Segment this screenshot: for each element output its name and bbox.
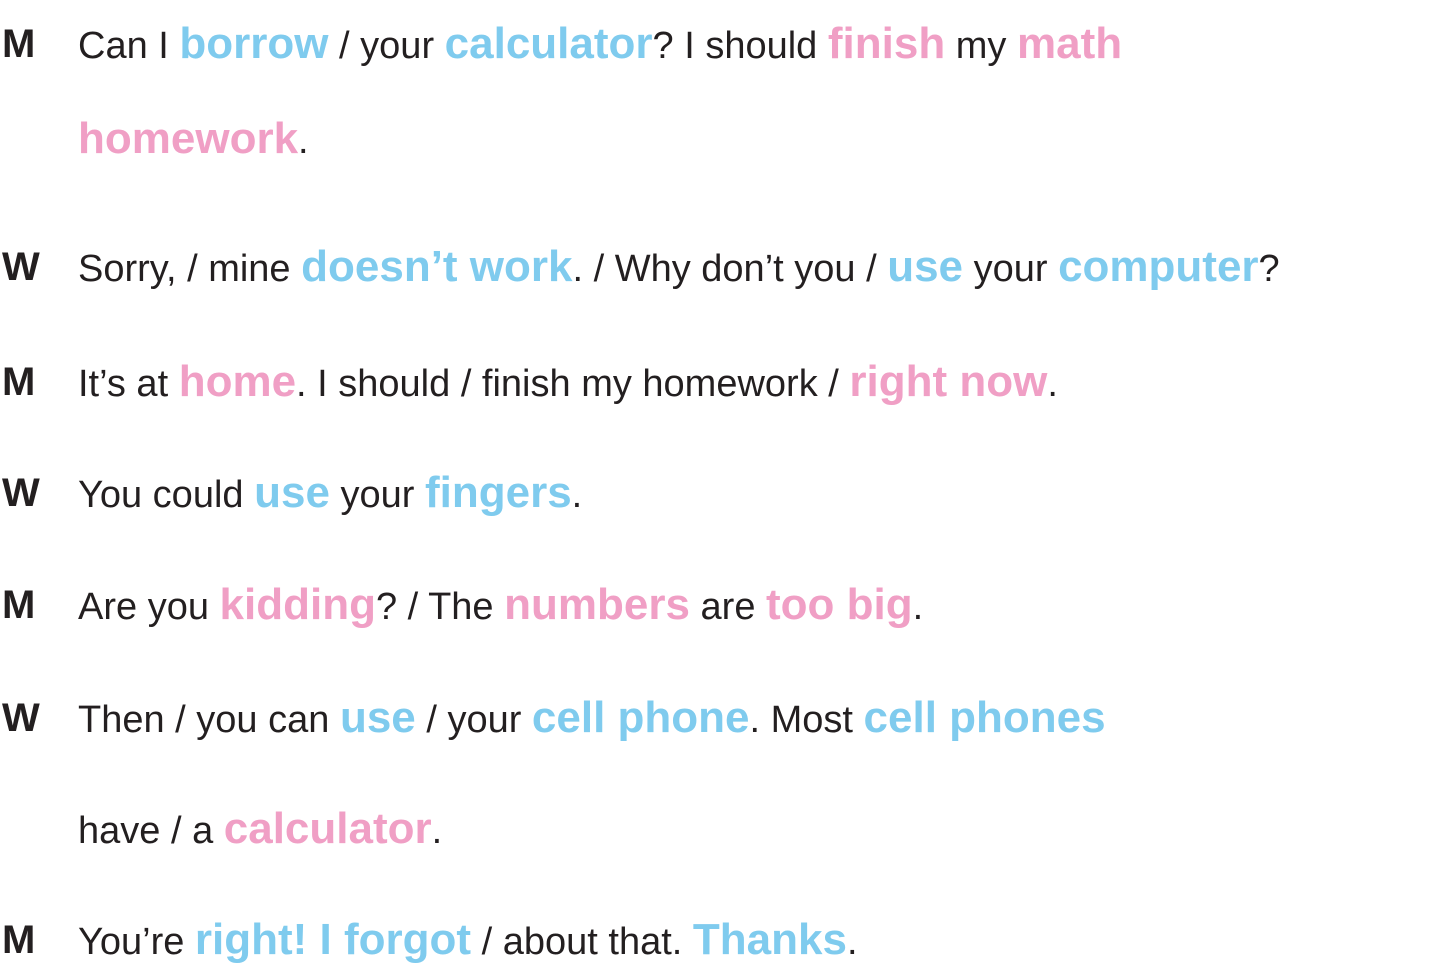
stressed-word-segment: kidding — [219, 580, 376, 629]
speaker-label: W — [2, 696, 40, 740]
speaker-label: M — [2, 22, 36, 66]
speaker-label: W — [2, 245, 40, 289]
plain-text-segment: You’re — [78, 921, 195, 963]
stressed-word-segment: Thanks — [692, 915, 847, 964]
dialogue-line: M You’re right! I forgot / about that. T… — [0, 910, 1440, 970]
speaker-label: M — [2, 360, 36, 404]
plain-text-segment: your — [963, 248, 1059, 290]
stressed-word-segment: right now — [849, 357, 1048, 406]
plain-text-segment: ? I should — [652, 25, 828, 67]
stressed-word-segment: right! I forgot — [194, 915, 472, 964]
stressed-word-segment: homework — [78, 114, 299, 163]
line-text: Are you kidding? / The numbers are too b… — [78, 575, 923, 637]
speaker-label: W — [2, 471, 40, 515]
plain-text-segment: . — [1047, 363, 1058, 405]
speaker-label: M — [2, 918, 36, 962]
speaker-label: M — [2, 583, 36, 627]
plain-text-segment: Then / you can — [78, 699, 340, 741]
stressed-word-segment: doesn’t work — [301, 242, 573, 291]
stressed-word-segment: fingers — [424, 468, 572, 517]
plain-text-segment: . — [912, 586, 924, 628]
line-text: have / a calculator. — [78, 799, 442, 861]
plain-text-segment: . — [571, 474, 583, 516]
dialogue-line: have / a calculator. — [0, 799, 1440, 859]
plain-text-segment: ? / The — [375, 586, 505, 628]
plain-text-segment: my — [945, 25, 1017, 67]
dialogue-line: W Sorry, / mine doesn’t work. / Why don’… — [0, 237, 1440, 297]
stressed-word-segment: too big — [766, 580, 913, 629]
plain-text-segment: ? — [1258, 248, 1280, 290]
line-text: You could use your fingers. — [78, 463, 582, 525]
stressed-word-segment: use — [339, 693, 416, 742]
stressed-word-segment: finish — [827, 19, 946, 68]
plain-text-segment: / your — [415, 699, 532, 741]
plain-text-segment: / about that. — [471, 921, 693, 963]
plain-text-segment: You could — [78, 474, 255, 516]
plain-text-segment: / your — [328, 25, 445, 67]
dialogue-line: M Can I borrow / your calculator? I shou… — [0, 14, 1440, 74]
plain-text-segment: are — [689, 586, 767, 628]
plain-text-segment: . — [298, 120, 309, 162]
dialogue-line: M It’s at home. I should / finish my hom… — [0, 352, 1440, 412]
dialogue-line: homework. — [0, 109, 1440, 169]
line-text: Can I borrow / your calculator? I should… — [78, 14, 1122, 76]
plain-text-segment: Are you — [78, 586, 220, 628]
plain-text-segment: . — [846, 921, 858, 963]
plain-text-segment: have / a — [78, 810, 224, 852]
stressed-word-segment: numbers — [504, 580, 690, 629]
plain-text-segment: . — [431, 810, 443, 852]
stressed-word-segment: cell phones — [863, 693, 1106, 742]
line-text: Sorry, / mine doesn’t work. / Why don’t … — [78, 237, 1280, 299]
plain-text-segment: . Most — [749, 699, 864, 741]
stressed-word-segment: use — [887, 242, 964, 291]
plain-text-segment: Sorry, / mine — [78, 248, 302, 290]
stressed-word-segment: cell phone — [531, 693, 750, 742]
plain-text-segment: your — [329, 474, 425, 516]
line-text: You’re right! I forgot / about that. Tha… — [78, 910, 858, 972]
plain-text-segment: Can I — [78, 25, 180, 67]
plain-text-segment: . I should / finish my homework / — [296, 363, 850, 405]
line-text: Then / you can use / your cell phone. Mo… — [78, 688, 1106, 750]
stressed-word-segment: math — [1016, 19, 1123, 68]
dialogue-line: W You could use your fingers. — [0, 463, 1440, 523]
plain-text-segment: . / Why don’t you / — [572, 248, 888, 290]
stressed-word-segment: home — [178, 357, 297, 406]
dialogue-line: W Then / you can use / your cell phone. … — [0, 688, 1440, 748]
stressed-word-segment: calculator — [444, 19, 653, 68]
stressed-word-segment: calculator — [223, 804, 432, 853]
stressed-word-segment: use — [254, 468, 330, 517]
line-text: It’s at home. I should / finish my homew… — [78, 352, 1058, 414]
stressed-word-segment: borrow — [179, 19, 329, 68]
stressed-word-segment: computer — [1058, 242, 1259, 291]
dialogue-line: M Are you kidding? / The numbers are too… — [0, 575, 1440, 635]
line-text: homework. — [78, 109, 309, 171]
plain-text-segment: It’s at — [78, 363, 179, 405]
